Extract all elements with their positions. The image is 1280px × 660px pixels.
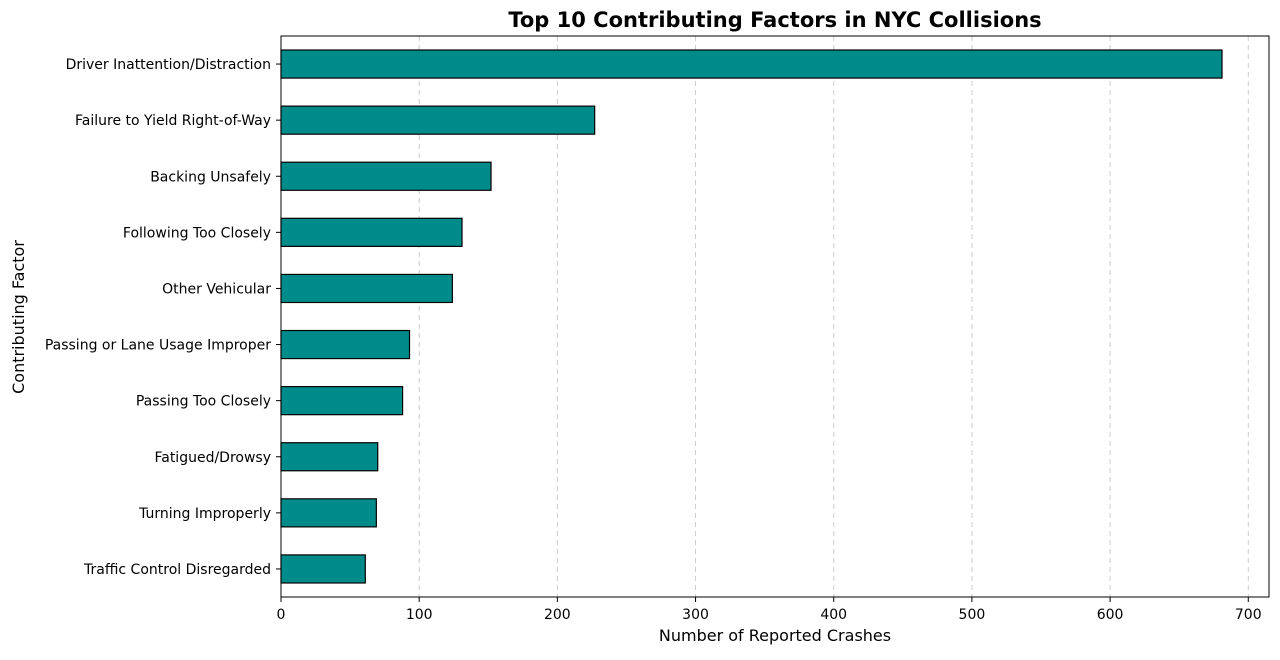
bars (280, 49, 1223, 584)
x-axis-label: Number of Reported Crashes (659, 626, 891, 645)
y-tick-label: Traffic Control Disregarded (83, 562, 271, 578)
bar (280, 49, 1223, 79)
y-tick-label: Failure to Yield Right-of-Way (75, 113, 271, 129)
bar (280, 161, 492, 191)
x-tick-label: 200 (544, 607, 571, 623)
y-tick-label: Turning Improperly (138, 506, 271, 522)
bar (280, 329, 411, 360)
bar (280, 217, 463, 247)
chart-title: Top 10 Contributing Factors in NYC Colli… (508, 8, 1041, 32)
bar (280, 498, 377, 528)
x-tick-label: 400 (820, 607, 847, 623)
x-tick-label: 0 (277, 607, 286, 623)
y-tick-label: Other Vehicular (162, 281, 271, 297)
bar (280, 442, 379, 472)
y-axis-label: Contributing Factor (9, 240, 28, 394)
y-tick-label: Following Too Closely (123, 225, 271, 241)
y-axis-ticks: Driver Inattention/Distraction Failure to… (45, 57, 281, 578)
y-tick-label: Passing Too Closely (136, 394, 271, 410)
x-tick-label: 700 (1235, 607, 1262, 623)
bar (280, 105, 596, 135)
bar (280, 554, 366, 584)
y-tick-label: Fatigued/Drowsy (154, 450, 271, 466)
x-tick-label: 500 (959, 607, 986, 623)
y-tick-label: Passing or Lane Usage Improper (45, 338, 271, 354)
bar (280, 386, 404, 416)
x-tick-label: 300 (682, 607, 709, 623)
plot-border (280, 35, 1270, 598)
plot-frame (280, 35, 1270, 598)
y-tick-label: Backing Unsafely (150, 169, 271, 185)
bar (280, 273, 453, 304)
x-axis-ticks: 0 100 200 300 400 500 600 700 (277, 597, 1262, 623)
x-tick-label: 600 (1097, 607, 1124, 623)
x-tick-label: 100 (406, 607, 433, 623)
y-tick-label: Driver Inattention/Distraction (66, 57, 271, 73)
